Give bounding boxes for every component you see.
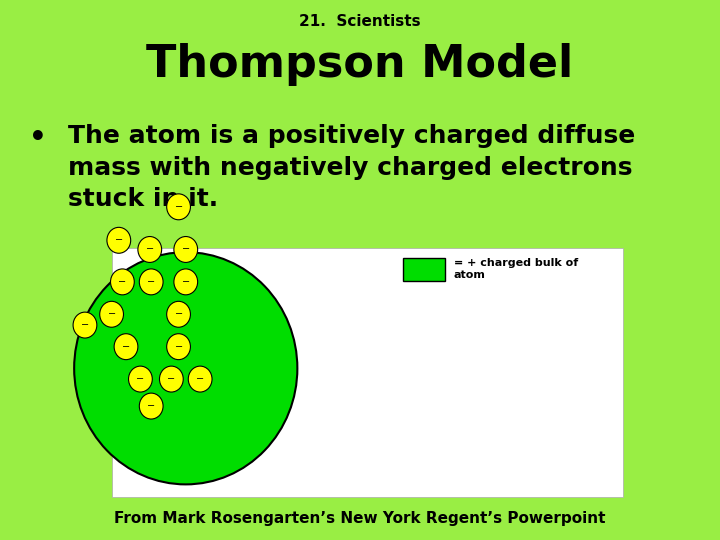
Text: −: − (118, 277, 127, 287)
Text: Thompson Model: Thompson Model (146, 43, 574, 86)
Text: −: − (136, 374, 145, 384)
Text: −: − (145, 245, 154, 254)
Ellipse shape (167, 334, 190, 360)
Bar (403, 258, 445, 281)
Ellipse shape (111, 269, 134, 295)
Text: −: − (174, 202, 183, 212)
Ellipse shape (74, 252, 297, 484)
Ellipse shape (73, 312, 96, 338)
Text: −: − (167, 374, 176, 384)
Text: The atom is a positively charged diffuse
mass with negatively charged electrons
: The atom is a positively charged diffuse… (68, 124, 636, 211)
Ellipse shape (174, 269, 197, 295)
Text: −: − (81, 320, 89, 330)
Text: −: − (147, 277, 156, 287)
Text: −: − (174, 342, 183, 352)
Text: −: − (107, 309, 116, 319)
Text: From Mark Rosengarten’s New York Regent’s Powerpoint: From Mark Rosengarten’s New York Regent’… (114, 511, 606, 526)
Text: −: − (181, 245, 190, 254)
Ellipse shape (167, 301, 190, 327)
Ellipse shape (167, 194, 190, 220)
Text: −: − (196, 374, 204, 384)
Text: 21.  Scientists: 21. Scientists (300, 14, 420, 29)
Ellipse shape (129, 366, 153, 392)
Ellipse shape (138, 237, 161, 262)
Text: = + charged bulk of
atom: = + charged bulk of atom (454, 258, 578, 280)
Text: −: − (174, 309, 183, 319)
Text: −: − (147, 401, 156, 411)
Ellipse shape (160, 366, 183, 392)
Ellipse shape (99, 301, 124, 327)
Ellipse shape (114, 334, 138, 360)
Text: −: − (114, 235, 123, 245)
Text: •: • (29, 124, 47, 152)
Ellipse shape (189, 366, 212, 392)
Ellipse shape (140, 393, 163, 419)
Bar (112, 248, 623, 497)
Ellipse shape (174, 237, 197, 262)
Text: −: − (181, 277, 190, 287)
Ellipse shape (107, 227, 131, 253)
Text: −: − (122, 342, 130, 352)
Ellipse shape (140, 269, 163, 295)
